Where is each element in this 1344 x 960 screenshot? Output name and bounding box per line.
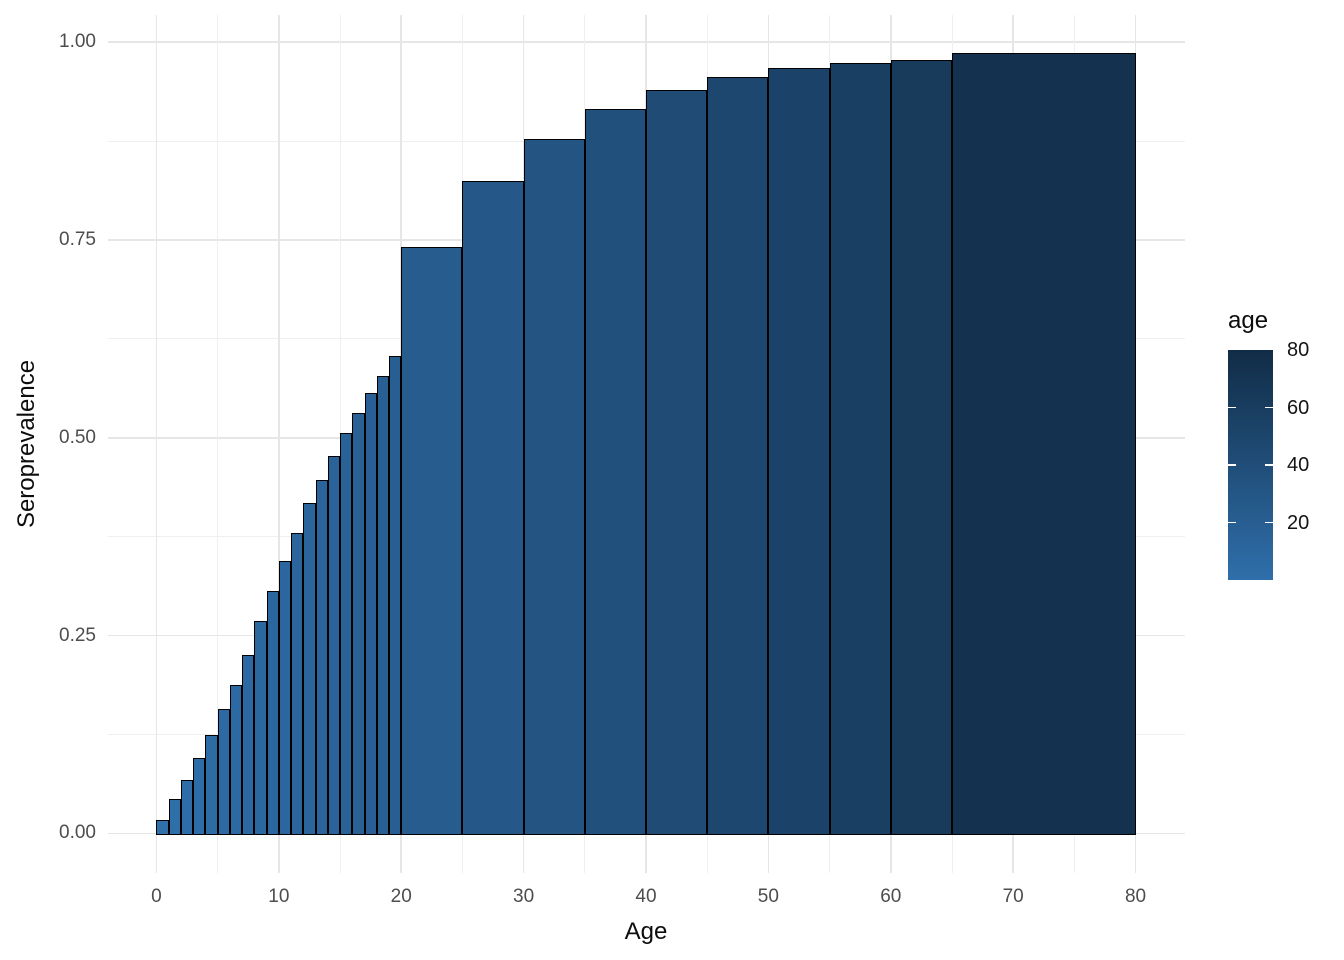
x-tick-label: 60 [880, 886, 902, 907]
bar [156, 820, 169, 836]
bar [364, 393, 377, 836]
legend-colorbar-tick [1228, 406, 1236, 409]
x-tick-label: 10 [268, 886, 290, 907]
y-tick-label: 0.25 [59, 624, 96, 646]
bar [352, 413, 365, 836]
bar [168, 799, 181, 836]
legend-colorbar-tick [1265, 406, 1273, 409]
legend-label: 80 [1287, 339, 1310, 361]
x-tick-label: 70 [1002, 886, 1024, 907]
legend-label: 20 [1287, 511, 1310, 534]
gridline-x-major [1134, 15, 1137, 873]
gridline-x-major [278, 15, 280, 873]
y-tick-label: 0.50 [59, 426, 96, 448]
plot-panel [107, 15, 1185, 873]
x-tick-label: 40 [635, 886, 657, 907]
legend-colorbar-tick [1265, 521, 1273, 524]
bar [205, 734, 218, 836]
legend-label: 40 [1287, 454, 1310, 476]
bar [217, 709, 230, 836]
bar [388, 356, 402, 836]
x-tick-label: 20 [390, 886, 412, 907]
bar [303, 502, 316, 836]
bar [829, 62, 891, 836]
bar [291, 532, 304, 836]
gridline-x-major [155, 15, 158, 873]
bar [376, 376, 389, 836]
x-tick-label: 80 [1124, 886, 1147, 907]
x-tick-label: 30 [513, 886, 535, 907]
bar [890, 59, 952, 836]
y-axis-title: Seroprevalence [13, 359, 40, 528]
bar [278, 561, 292, 836]
bar [584, 109, 646, 836]
legend-title: age [1228, 307, 1269, 334]
y-tick-label: 1.00 [59, 31, 96, 53]
x-tick-label: 50 [757, 886, 779, 907]
legend-colorbar-tick [1228, 521, 1236, 524]
bar [707, 76, 769, 836]
bar [180, 779, 194, 836]
bar [229, 684, 243, 836]
x-axis-title: Age [624, 918, 668, 945]
bar [315, 479, 328, 836]
bar [646, 89, 708, 836]
bar [242, 654, 255, 836]
bar [340, 433, 353, 836]
bar [401, 247, 463, 836]
bar [193, 757, 206, 836]
y-tick-label: 0.00 [59, 822, 96, 844]
y-tick-label: 0.75 [59, 228, 96, 250]
legend-label: 60 [1287, 396, 1310, 419]
bar [768, 68, 830, 836]
legend-colorbar-tick [1265, 464, 1273, 466]
gridline-x-major [645, 15, 647, 873]
bar [523, 138, 585, 836]
gridline-x-minor [217, 15, 219, 873]
bar [254, 620, 267, 836]
x-tick-label: 0 [151, 886, 162, 907]
bar [951, 53, 1136, 836]
bar [327, 456, 341, 836]
legend-colorbar-tick [1228, 464, 1236, 466]
bar [462, 181, 524, 836]
bar [266, 591, 279, 836]
